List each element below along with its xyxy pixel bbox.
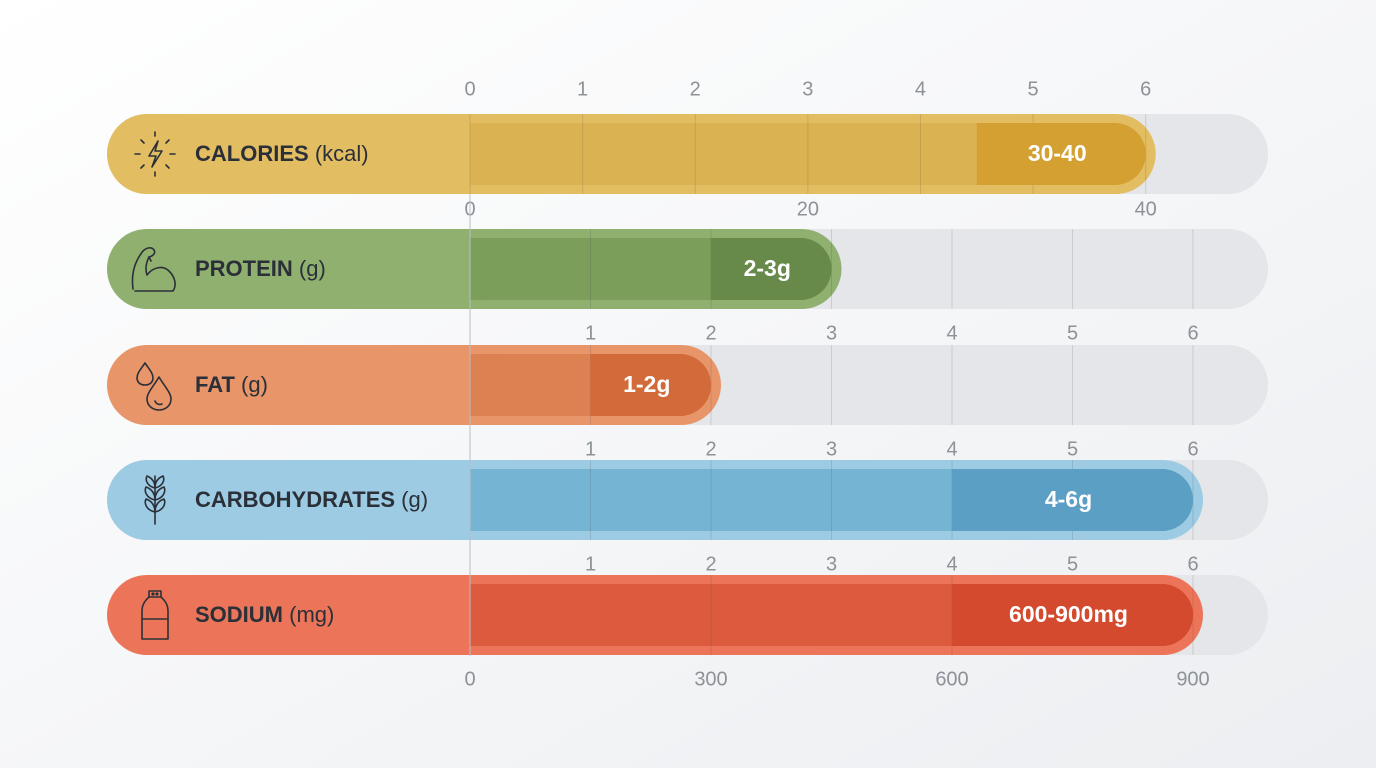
row-title: CALORIES (kcal) (195, 141, 369, 166)
range-label: 4-6g (1045, 486, 1092, 512)
row-name: CALORIES (195, 141, 309, 166)
x-tick-label: 2 (705, 322, 716, 344)
range-segment (590, 354, 711, 416)
x-tick-label: 4 (946, 322, 957, 344)
row-name: SODIUM (195, 602, 283, 627)
range-segment (711, 238, 832, 300)
x-tick-label: 3 (826, 553, 837, 575)
x-tick-label: 0 (464, 78, 475, 100)
row-title: SODIUM (mg) (195, 602, 334, 627)
row-unit: (g) (401, 487, 428, 512)
range-segment (976, 123, 1146, 185)
row-name: PROTEIN (195, 256, 293, 281)
x2-tick-label: 40 (1135, 198, 1157, 220)
x-tick-label: 5 (1067, 438, 1078, 460)
range-label: 2-3g (744, 255, 791, 281)
x-tick-label: 600 (935, 668, 968, 690)
icons (131, 131, 176, 640)
x-tick-label: 2 (705, 438, 716, 460)
x-tick-label: 6 (1140, 78, 1151, 100)
icon-salt (141, 590, 169, 640)
x-tick-label: 6 (1187, 553, 1198, 575)
x-tick-label: 6 (1187, 438, 1198, 460)
x-tick-label: 1 (577, 78, 588, 100)
icon-drop (136, 362, 172, 411)
icon-wheat (144, 475, 166, 525)
x-tick-label: 3 (802, 78, 813, 100)
icon-bolt (134, 131, 176, 177)
x-tick-label: 900 (1176, 668, 1209, 690)
row-title: PROTEIN (g) (195, 256, 326, 281)
x-tick-label: 6 (1187, 322, 1198, 344)
x-tick-label: 3 (826, 322, 837, 344)
icon-arm (131, 247, 176, 292)
x-tick-label: 1 (585, 553, 596, 575)
row-name: FAT (195, 372, 235, 397)
x-tick-label: 4 (915, 78, 926, 100)
x2-tick-label: 20 (797, 198, 819, 220)
row-name: CARBOHYDRATES (195, 487, 395, 512)
x-tick-label: 2 (705, 553, 716, 575)
rows: 0 1 2 3 4 5 6 0 20 40 30-40 CALORIES (kcal) 1 2 3 4 5 6 2-… (107, 78, 1268, 690)
range-label: 30-40 (1028, 140, 1087, 166)
x-tick-label: 5 (1028, 78, 1039, 100)
x-tick-label: 4 (946, 553, 957, 575)
row-unit: (mg) (289, 602, 334, 627)
row-unit: (g) (241, 372, 268, 397)
x-tick-label: 3 (826, 438, 837, 460)
x-tick-label: 2 (690, 78, 701, 100)
range-segment (952, 469, 1193, 531)
x-tick-label: 0 (464, 668, 475, 690)
x-tick-label: 5 (1067, 553, 1078, 575)
x-tick-label: 1 (585, 322, 596, 344)
row-title: CARBOHYDRATES (g) (195, 487, 428, 512)
row-unit: (kcal) (315, 141, 369, 166)
range-segment (952, 584, 1193, 646)
x-tick-label: 4 (946, 438, 957, 460)
range-label: 1-2g (623, 371, 670, 397)
row-unit: (g) (299, 256, 326, 281)
range-label: 600-900mg (1009, 601, 1128, 627)
x-tick-label: 300 (694, 668, 727, 690)
x-tick-label: 5 (1067, 322, 1078, 344)
row-title: FAT (g) (195, 372, 268, 397)
x-tick-label: 1 (585, 438, 596, 460)
